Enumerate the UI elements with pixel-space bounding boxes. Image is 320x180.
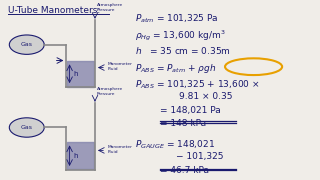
Text: − 101,325: − 101,325 <box>176 152 223 161</box>
Text: = 148 kPa: = 148 kPa <box>160 119 206 128</box>
Text: h: h <box>74 71 78 77</box>
Text: $P_{atm}$ = 101,325 Pa: $P_{atm}$ = 101,325 Pa <box>135 13 218 25</box>
Text: $P_{ABS}$ = $P_{atm}$ + $\rho gh$: $P_{ABS}$ = $P_{atm}$ + $\rho gh$ <box>135 62 216 75</box>
Text: Manometer
Fluid: Manometer Fluid <box>108 62 132 71</box>
Text: Manometer
Fluid: Manometer Fluid <box>108 145 132 154</box>
Text: = 148,021 Pa: = 148,021 Pa <box>160 106 221 115</box>
Text: Atmosphere
Pressure: Atmosphere Pressure <box>97 3 123 12</box>
Text: 9.81 × 0.35: 9.81 × 0.35 <box>179 92 233 101</box>
Text: Atmosphere
Pressure: Atmosphere Pressure <box>97 87 123 96</box>
Text: $\rho_{Hg}$ = 13,600 kg/m$^3$: $\rho_{Hg}$ = 13,600 kg/m$^3$ <box>135 29 225 43</box>
Text: $P_{ABS}$ = 101,325 + 13,600 ×: $P_{ABS}$ = 101,325 + 13,600 × <box>135 78 259 91</box>
Text: h: h <box>74 153 78 159</box>
Circle shape <box>9 118 44 137</box>
Text: $h$   = 35 cm = 0.35m: $h$ = 35 cm = 0.35m <box>135 45 230 56</box>
Circle shape <box>9 35 44 54</box>
Text: = 46.7 kPa: = 46.7 kPa <box>160 166 209 175</box>
Text: U-Tube Manometers:: U-Tube Manometers: <box>8 6 100 15</box>
Text: Gas: Gas <box>21 42 33 47</box>
Text: $P_{GAUGE}$ = 148,021: $P_{GAUGE}$ = 148,021 <box>135 138 215 151</box>
Text: Gas: Gas <box>21 125 33 130</box>
